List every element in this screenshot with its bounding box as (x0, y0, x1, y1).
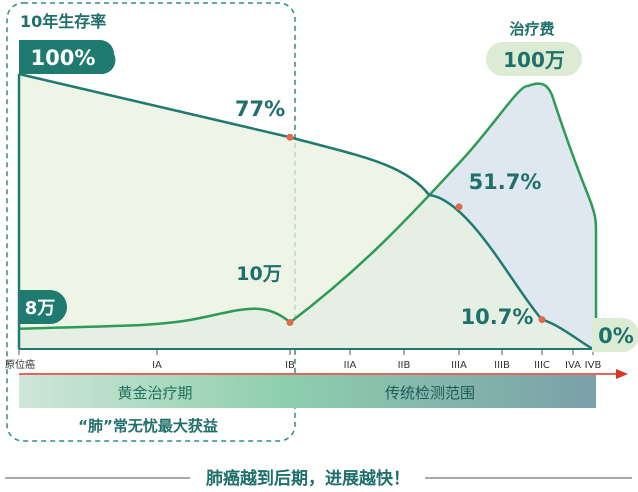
survival-line (18, 72, 594, 351)
cost-max-label: 100万 (503, 48, 565, 72)
golden-period-frame (6, 2, 296, 442)
cost-ib-label: 10万 (236, 263, 281, 285)
x-tick-label: IIA (344, 360, 357, 371)
survival-ib-label: 77% (235, 97, 285, 121)
cost-ib-marker (286, 319, 294, 326)
x-tick-label: 原位癌 (5, 358, 35, 371)
survival-title: 10年生存率 (20, 12, 106, 31)
survival-ib-marker (286, 133, 294, 141)
survival-iiia-marker (455, 203, 463, 211)
x-tick-label: IIIA (451, 360, 467, 371)
cost-start-label: 8万 (25, 298, 56, 319)
survival-iiia-label: 51.7% (469, 170, 542, 194)
cost-line (18, 82, 598, 349)
badge-100-percent: 100% (19, 40, 116, 75)
cost-title: 治疗费 (509, 20, 554, 38)
badge-100-wan: 100万 (486, 42, 582, 76)
survival-end-label: 0% (598, 324, 634, 348)
survival-iiic-label: 10.7% (461, 305, 534, 329)
footer-text: 肺癌越到后期，进展越快！ (206, 468, 410, 489)
x-tick-label: IVB (585, 360, 602, 371)
badge-0-percent: 0% (592, 318, 638, 352)
golden-period-label: 黄金治疗期 (117, 384, 192, 402)
survival-start-label: 100% (31, 46, 96, 70)
x-axis-arrow-head (616, 369, 628, 379)
x-tick-label: IIB (398, 360, 411, 371)
survival-iiic-marker (538, 316, 546, 324)
x-tick-label: IB (285, 360, 295, 371)
badge-8-wan: 8万 (19, 290, 67, 324)
x-tick-label: IVA (565, 360, 581, 371)
x-tick-label: IA (152, 360, 162, 371)
survival-area (19, 74, 593, 349)
x-tick-label: IIIB (494, 360, 510, 371)
benefit-note: “肺”常无忧最大获益 (78, 417, 218, 435)
traditional-range-label: 传统检测范围 (385, 384, 475, 402)
stage-band (19, 375, 596, 408)
x-tick-label: IIIC (534, 360, 550, 371)
